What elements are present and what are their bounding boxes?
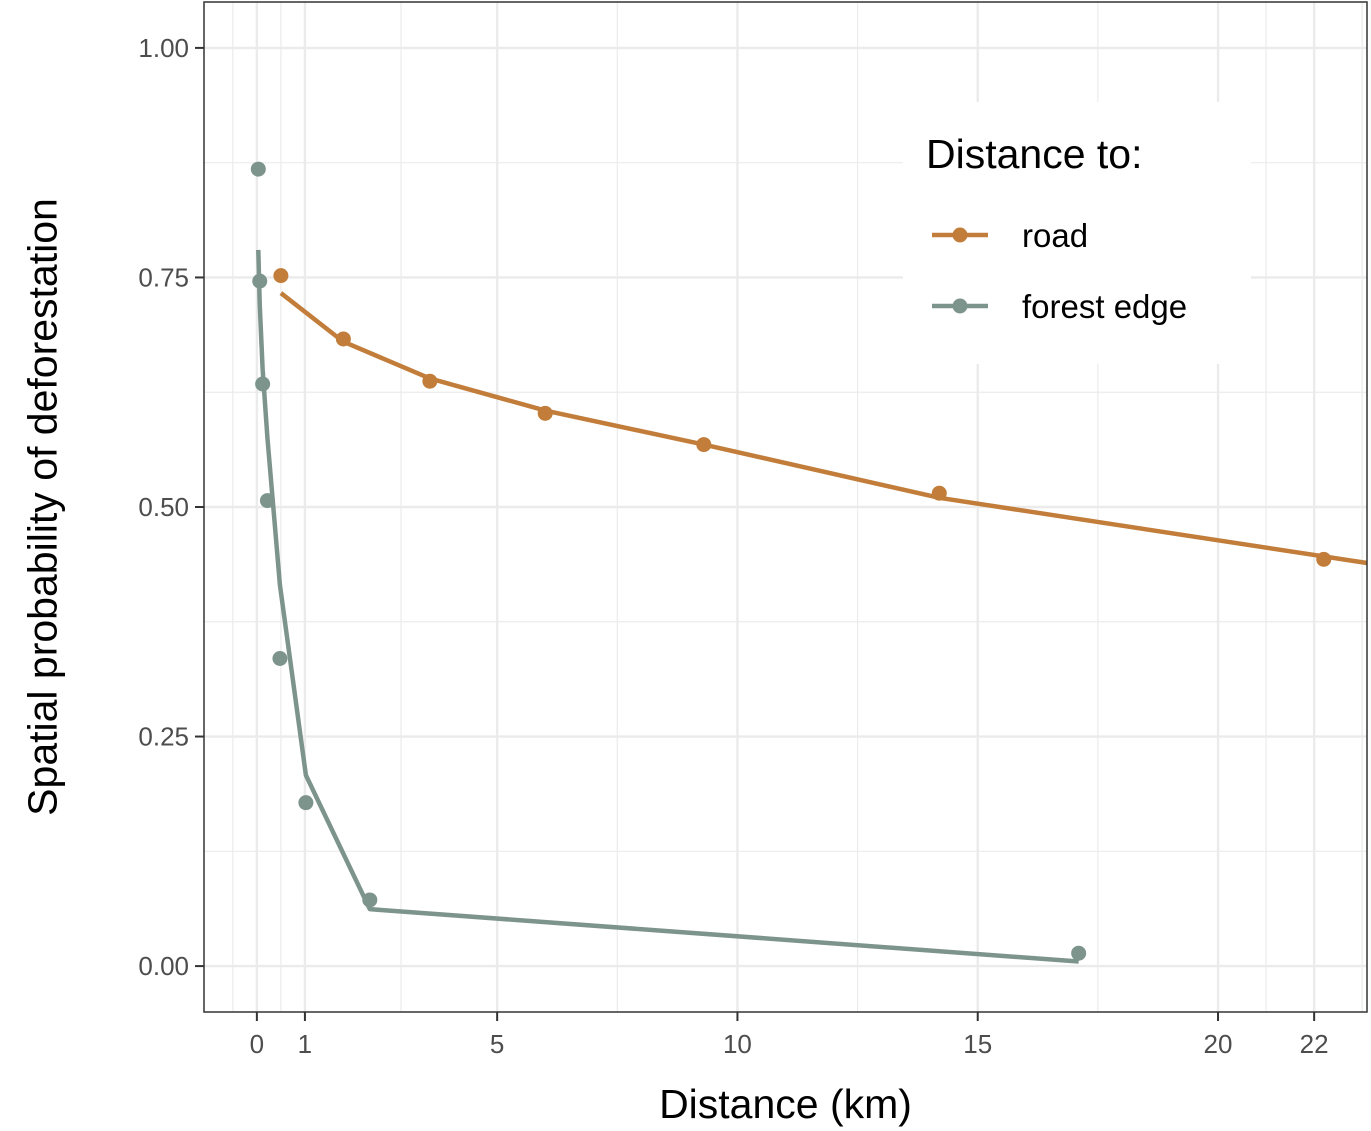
legend-key-point [952, 227, 968, 243]
legend-item-forest-edge: forest edge [932, 288, 1187, 325]
y-tick-label: 0.50 [138, 492, 189, 522]
y-axis-title: Spatial probability of deforestation [19, 198, 65, 816]
y-axis-tick-labels: 0.00 0.25 0.50 0.75 1.00 [138, 33, 189, 981]
data-point-forest-edge [272, 651, 288, 666]
legend-label: forest edge [1022, 288, 1187, 325]
data-point-road [931, 485, 947, 501]
legend-label: road [1022, 217, 1088, 254]
data-point-forest-edge [298, 795, 314, 811]
y-tick-label: 1.00 [138, 33, 189, 63]
data-point-road [422, 373, 438, 389]
series-line-forest-edge [256, 249, 1079, 964]
legend-title: Distance to: [926, 131, 1143, 177]
data-point-forest-edge [1071, 945, 1087, 961]
axis-ticks [195, 46, 1316, 1021]
y-tick-label: 0.75 [138, 262, 189, 292]
series-layer [250, 161, 1368, 964]
series-road [273, 268, 1368, 567]
x-tick-label: 1 [298, 1029, 312, 1059]
x-axis-tick-labels: 0 1 5 10 15 20 22 [250, 1029, 1329, 1059]
x-tick-label: 20 [1204, 1029, 1233, 1059]
y-tick-label: 0.25 [138, 722, 189, 752]
legend-item-road: road [932, 217, 1088, 254]
legend: Distance to: road forest edge [903, 102, 1251, 364]
legend-key-point [952, 298, 968, 314]
data-point-forest-edge [255, 376, 271, 392]
y-tick-label: 0.00 [138, 951, 189, 981]
x-tick-label: 10 [723, 1029, 752, 1059]
data-point-forest-edge [252, 273, 268, 289]
x-tick-label: 22 [1300, 1029, 1329, 1059]
x-tick-label: 15 [963, 1029, 992, 1059]
legend-items: road forest edge [932, 217, 1187, 325]
data-point-road [537, 405, 553, 421]
data-point-road [1316, 551, 1332, 567]
data-point-road [696, 437, 712, 453]
data-point-road [273, 268, 289, 284]
data-point-forest-edge [362, 892, 378, 908]
data-point-road [335, 331, 351, 347]
series-forest-edge [250, 161, 1087, 964]
x-tick-label: 5 [490, 1029, 504, 1059]
data-point-forest-edge [259, 493, 275, 509]
x-tick-label: 0 [250, 1029, 264, 1059]
x-axis-title: Distance (km) [659, 1081, 912, 1127]
data-point-forest-edge [250, 161, 266, 177]
